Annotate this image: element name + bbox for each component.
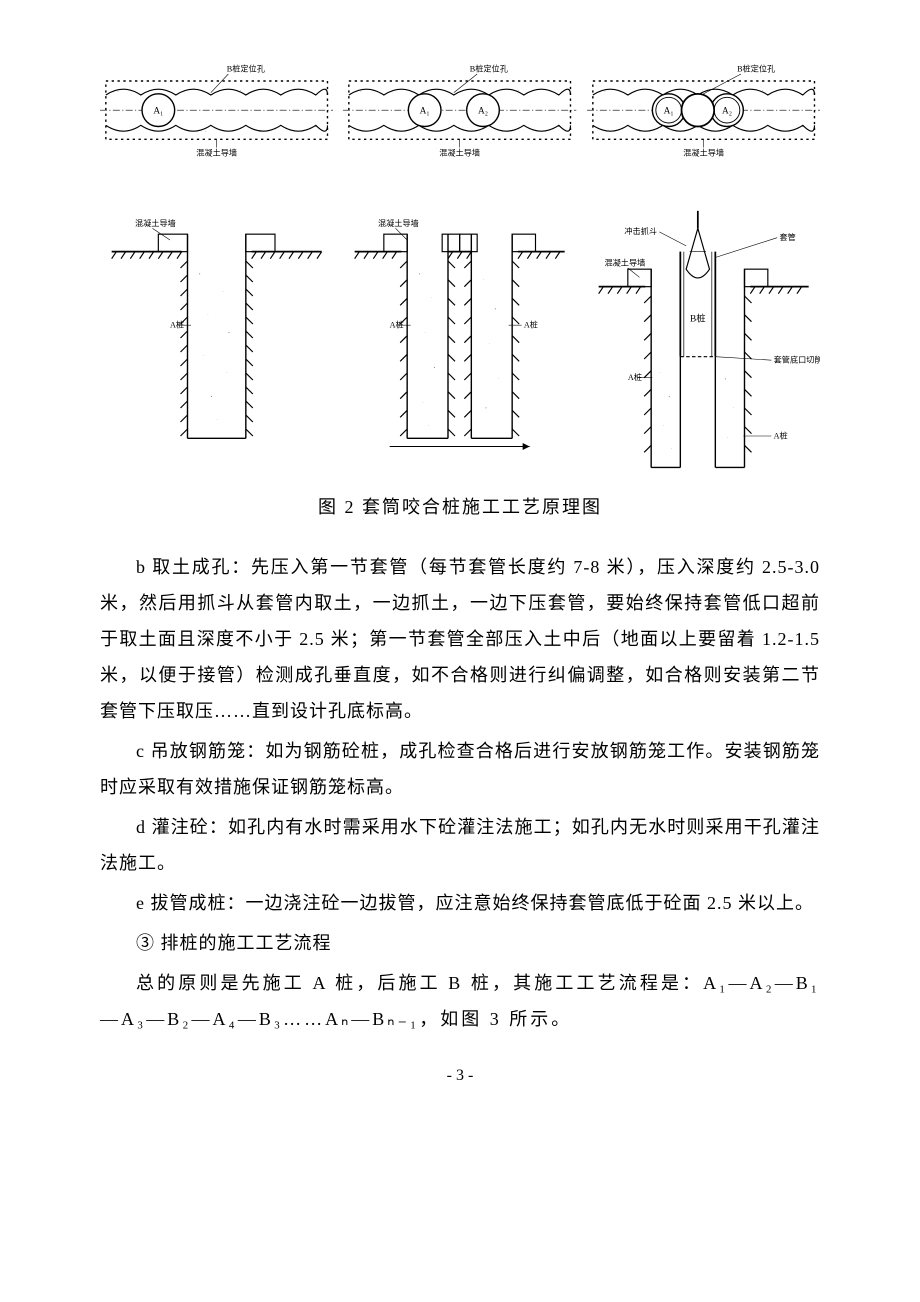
svg-text:•: •: [199, 272, 201, 276]
svg-text:•: •: [205, 130, 206, 133]
svg-text:·: ·: [428, 424, 429, 428]
svg-text:套管: 套管: [779, 232, 795, 242]
diagram-column-3: A₁ A₂ • · • · · • · • B桩定位孔 混凝土导墙 冲击抓斗 套管 混凝土导…: [587, 60, 820, 473]
svg-text:A₂: A₂: [478, 107, 488, 117]
svg-text:•: •: [495, 307, 497, 311]
svg-text:B桩: B桩: [690, 313, 706, 325]
svg-text:·: ·: [662, 424, 663, 428]
svg-text:A桩: A桩: [773, 430, 787, 440]
svg-text:·: ·: [489, 342, 490, 346]
svg-text:·: ·: [425, 330, 426, 334]
svg-text:A桩: A桩: [170, 319, 184, 329]
paragraph-d: d 灌注砼：如孔内有水时需采用水下砼灌注法施工；如孔内无水时则采用干孔灌注法施工…: [100, 809, 820, 881]
svg-text:B桩定位孔: B桩定位孔: [227, 64, 265, 74]
svg-text:·: ·: [263, 128, 264, 131]
svg-text:混凝土导墙: 混凝土导墙: [604, 258, 645, 268]
svg-text:•: •: [419, 272, 421, 276]
svg-text:•: •: [228, 330, 230, 334]
svg-text:A₁: A₁: [153, 107, 163, 117]
svg-text:混凝土导墙: 混凝土导墙: [135, 218, 176, 228]
svg-text:混凝土导墙: 混凝土导墙: [683, 148, 724, 158]
svg-text:A₁: A₁: [420, 107, 430, 117]
svg-text:·: ·: [732, 406, 733, 410]
svg-text:•: •: [118, 91, 119, 94]
svg-text:B桩定位孔: B桩定位孔: [737, 64, 775, 74]
svg-text:·: ·: [431, 295, 432, 299]
svg-text:A₂: A₂: [722, 107, 732, 117]
svg-text:•: •: [211, 394, 213, 398]
paragraph-c: c 吊放钢筋笼：如为钢筋砼桩，成孔检查合格后进行安放钢筋笼工作。安装钢筋笼时应采…: [100, 733, 820, 805]
svg-text:•: •: [361, 91, 362, 94]
svg-text:•: •: [724, 377, 726, 381]
paragraph-general: 总的原则是先施工 A 桩，后施工 B 桩，其施工工艺流程是：A₁—A₂—B₁—A…: [100, 965, 820, 1037]
svg-text:·: ·: [727, 435, 728, 439]
paragraph-e: e 拔管成桩：一边浇注砼一边拔管，应注意始终保持套管底低于砼面 2.5 米以上。: [100, 885, 820, 921]
svg-text:·: ·: [226, 371, 227, 375]
plan-view-3: A₁ A₂ •·•· ·•·• B桩定位孔 混凝土导墙: [587, 60, 820, 165]
svg-text:·: ·: [483, 278, 484, 282]
svg-text:套管底口切削: 套管底口切削: [773, 354, 820, 364]
plan-view-2: A₁ A₂ •·•· ·•·• B桩定位孔 混凝土导墙: [343, 60, 576, 165]
svg-text:•: •: [604, 91, 605, 94]
svg-text:·: ·: [423, 400, 424, 404]
svg-text:·: ·: [222, 289, 223, 293]
svg-text:·: ·: [633, 87, 634, 90]
svg-text:·: ·: [659, 371, 660, 375]
paragraph-b: b 取土成孔：先压入第一节套管（每节套管长度约 7-8 米），压入深度约 2.5…: [100, 549, 820, 729]
svg-text:混凝土导墙: 混凝土导墙: [196, 148, 237, 158]
paragraph-section3: ③ 排桩的施工工艺流程: [100, 925, 820, 961]
figure-diagrams: A₁ • · • · · • · • B桩定位孔 混凝土导墙 混凝土导墙: [100, 60, 820, 473]
plan-view-1: A₁ •·•· ·•·• B桩定位孔 混凝土导墙: [100, 60, 333, 165]
svg-text:A桩: A桩: [390, 319, 404, 329]
page-number: - 3 -: [100, 1067, 820, 1085]
svg-text:·: ·: [207, 313, 208, 317]
svg-text:•: •: [434, 365, 436, 369]
figure-caption: 图 2 套筒咬合桩施工工艺原理图: [100, 493, 820, 519]
svg-text:•: •: [668, 394, 670, 398]
section-view-3: 冲击抓斗 套管 混凝土导墙: [587, 205, 820, 473]
svg-text:•: •: [639, 130, 640, 133]
svg-text:A₁: A₁: [663, 107, 673, 117]
svg-text:·: ·: [217, 418, 218, 422]
svg-text:A桩: A桩: [627, 372, 641, 382]
svg-text:混凝土导墙: 混凝土导墙: [378, 218, 419, 228]
svg-text:·: ·: [203, 354, 204, 358]
svg-text:·: ·: [390, 87, 391, 90]
svg-text:B桩定位孔: B桩定位孔: [470, 64, 508, 74]
section-view-2: 混凝土导墙: [343, 205, 576, 450]
section-view-1: 混凝土导墙: [100, 205, 333, 450]
svg-text:·: ·: [498, 377, 499, 381]
svg-text:A桩: A桩: [524, 319, 538, 329]
svg-text:·: ·: [671, 447, 672, 451]
diagram-column-1: A₁ • · • · · • · • B桩定位孔 混凝土导墙 混凝土导墙: [100, 60, 333, 473]
svg-text:冲击抓斗: 冲击抓斗: [624, 226, 657, 236]
svg-text:•: •: [486, 406, 488, 410]
svg-text:混凝土导墙: 混凝土导墙: [440, 148, 481, 158]
svg-text:•: •: [396, 130, 397, 133]
diagram-column-2: A₁ A₂ • · • · · • · • B桩定位孔 混凝土导墙 混凝土导墙: [343, 60, 576, 473]
